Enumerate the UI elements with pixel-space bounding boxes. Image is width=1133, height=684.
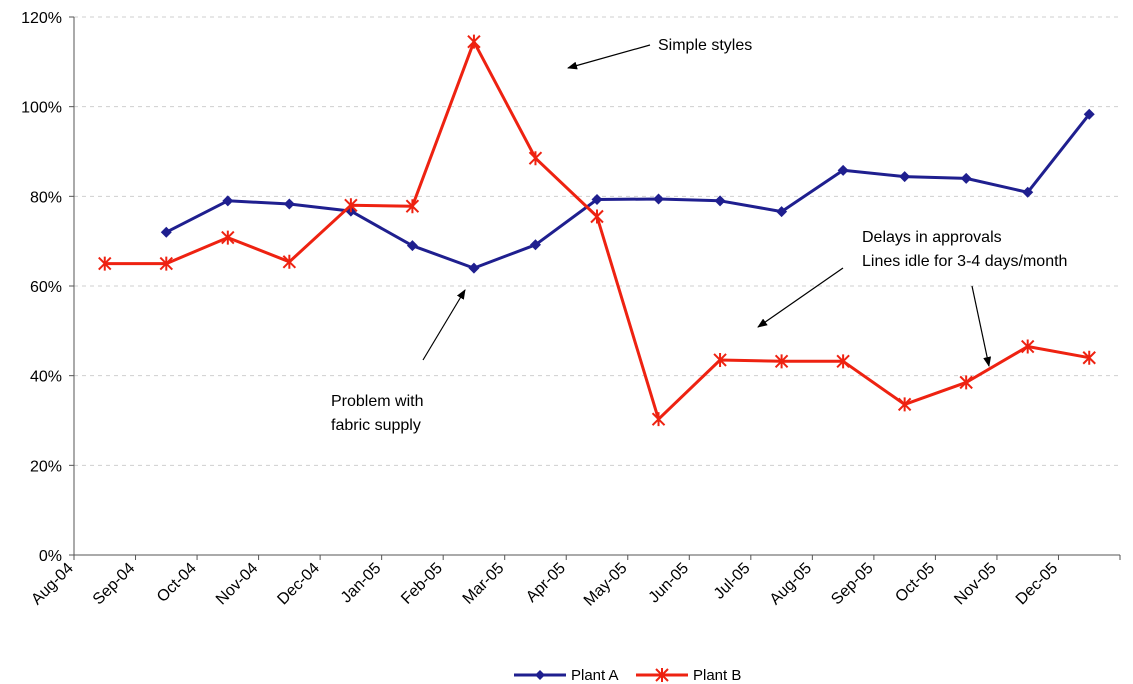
data-point [715,195,726,206]
x-tick-label: Nov-05 [951,560,1000,609]
y-tick-label: 40% [30,369,62,386]
arrow-lines-idle [972,286,989,366]
x-tick-label: Jul-05 [711,560,754,603]
x-tick-label: Oct-05 [892,560,938,606]
data-point [284,198,295,209]
y-tick-label: 0% [39,548,62,565]
arrow-simple-styles [568,45,650,68]
data-point [591,210,603,224]
y-tick-label: 20% [30,458,62,475]
y-tick-label: 120% [21,10,62,27]
x-tick-label: Sep-05 [828,560,877,609]
data-point [529,151,541,165]
y-axis-ticks: 0% 20% 40% 60% 80% 100% 120% [21,10,62,565]
annotation-problem: Problem with [331,393,423,410]
data-point [961,173,972,184]
x-tick-label: Jun-05 [646,560,693,607]
annotation-delays: Delays in approvals [862,229,1002,246]
x-tick-label: Feb-05 [398,560,446,608]
data-point [653,194,664,205]
data-point [468,35,480,49]
annotation-fabric: fabric supply [331,417,421,434]
x-tick-label: Jan-05 [338,560,385,607]
x-tick-label: Aug-04 [28,560,77,609]
series-plant-a [161,109,1095,274]
data-point [653,412,665,426]
x-tick-label: May-05 [581,560,631,610]
legend-item-plant-a: Plant A [514,667,619,684]
data-point [899,171,910,182]
annotation-lines-idle: Lines idle for 3-4 days/month [862,253,1067,270]
y-tick-label: 100% [21,100,62,117]
annotation-simple-styles: Simple styles [658,37,752,54]
arrow-delays [758,268,843,327]
x-tick-label: Dec-05 [1013,560,1062,609]
axes [69,17,1120,560]
legend: Plant A Plant B [514,667,741,684]
x-tick-label: Apr-05 [523,560,569,606]
x-axis-ticks: Aug-04 Sep-04 Oct-04 Nov-04 Dec-04 Jan-05 Feb-… [28,560,1061,610]
legend-item-plant-b: Plant B [636,667,741,684]
x-tick-label: Nov-04 [213,560,262,609]
x-tick-label: Mar-05 [460,560,508,608]
data-point [222,231,234,245]
data-point [283,255,295,269]
legend-label-plant-b: Plant B [693,667,741,684]
data-point [468,263,479,274]
data-point [161,227,172,238]
x-tick-label: Aug-05 [767,560,816,609]
annotations: Simple styles Delays in approvals Lines … [331,37,1067,434]
x-tick-label: Oct-04 [154,560,200,606]
legend-label-plant-a: Plant A [571,667,619,684]
diamond-icon [535,670,545,680]
x-tick-label: Sep-04 [90,560,139,609]
arrow-problem [423,290,465,360]
y-tick-label: 80% [30,189,62,206]
data-point [407,240,418,251]
y-tick-label: 60% [30,279,62,296]
x-tick-label: Dec-04 [274,560,323,609]
data-point [222,195,233,206]
